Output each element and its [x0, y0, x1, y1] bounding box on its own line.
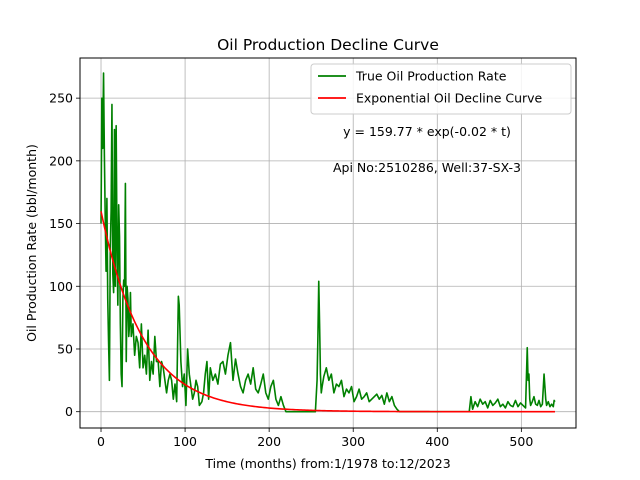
- y-tick-label: 200: [49, 153, 73, 168]
- x-tick-label: 0: [97, 434, 105, 449]
- x-tick-label: 100: [173, 434, 197, 449]
- fit-equation-annotation: y = 159.77 * exp(-0.02 * t): [343, 124, 511, 139]
- y-tick-label: 50: [57, 341, 73, 356]
- plot-frame: [79, 57, 577, 429]
- series-line-true-oil-production-rate: [100, 72, 556, 413]
- series-layer: [100, 72, 556, 413]
- x-tick-label: 400: [425, 434, 449, 449]
- annotations: y = 159.77 * exp(-0.02 * t) Api No:25102…: [333, 124, 521, 175]
- x-axis-label: Time (months) from:1/1978 to:12/2023: [204, 456, 450, 471]
- well-info-annotation: Api No:2510286, Well:37-SX-3: [333, 160, 521, 175]
- y-tick-label: 250: [49, 91, 73, 106]
- legend: True Oil Production Rate Exponential Oil…: [310, 63, 572, 115]
- axis-ticks: 0 100 200 300 400 500 0 50 100 150 200 250: [49, 91, 533, 449]
- x-tick-label: 500: [509, 434, 533, 449]
- y-axis-label: Oil Production Rate (bbl/month): [24, 144, 39, 342]
- y-tick-label: 0: [65, 404, 73, 419]
- x-tick-label: 300: [341, 434, 365, 449]
- series-line-exponential-decline-curve: [100, 211, 555, 413]
- chart-title: Oil Production Decline Curve: [217, 36, 439, 54]
- x-tick-label: 200: [257, 434, 281, 449]
- legend-label-decline-curve: Exponential Oil Decline Curve: [356, 91, 543, 106]
- y-tick-label: 150: [49, 216, 73, 231]
- y-tick-label: 100: [49, 279, 73, 294]
- legend-label-true-rate: True Oil Production Rate: [355, 69, 507, 84]
- legend-box: [310, 63, 572, 115]
